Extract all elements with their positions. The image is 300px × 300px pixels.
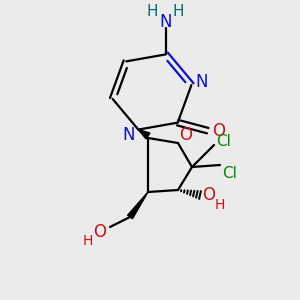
Text: O: O <box>179 126 193 144</box>
Text: H: H <box>215 198 225 212</box>
Text: H: H <box>173 4 184 19</box>
Text: O: O <box>94 223 106 241</box>
Text: O: O <box>212 122 225 140</box>
Polygon shape <box>128 192 148 219</box>
Text: N: N <box>122 126 135 144</box>
Polygon shape <box>138 130 150 139</box>
Text: Cl: Cl <box>223 166 237 181</box>
Text: Cl: Cl <box>217 134 231 149</box>
Text: H: H <box>147 4 158 19</box>
Text: N: N <box>159 14 172 32</box>
Text: O: O <box>202 186 215 204</box>
Text: N: N <box>195 73 208 91</box>
Text: H: H <box>83 234 93 248</box>
